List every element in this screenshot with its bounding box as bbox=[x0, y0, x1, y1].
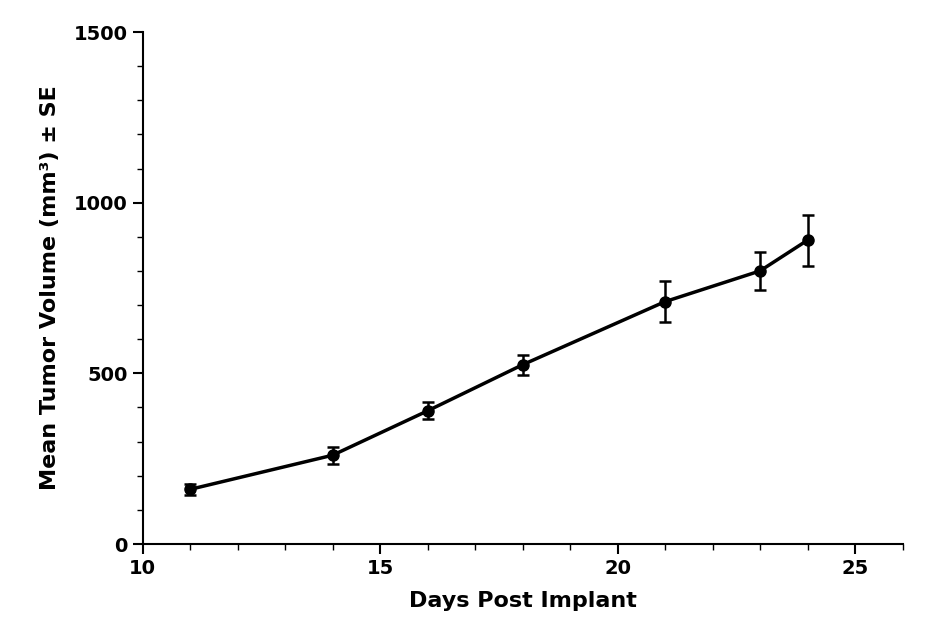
X-axis label: Days Post Implant: Days Post Implant bbox=[408, 591, 636, 611]
Y-axis label: Mean Tumor Volume (mm³) ± SE: Mean Tumor Volume (mm³) ± SE bbox=[40, 86, 60, 490]
